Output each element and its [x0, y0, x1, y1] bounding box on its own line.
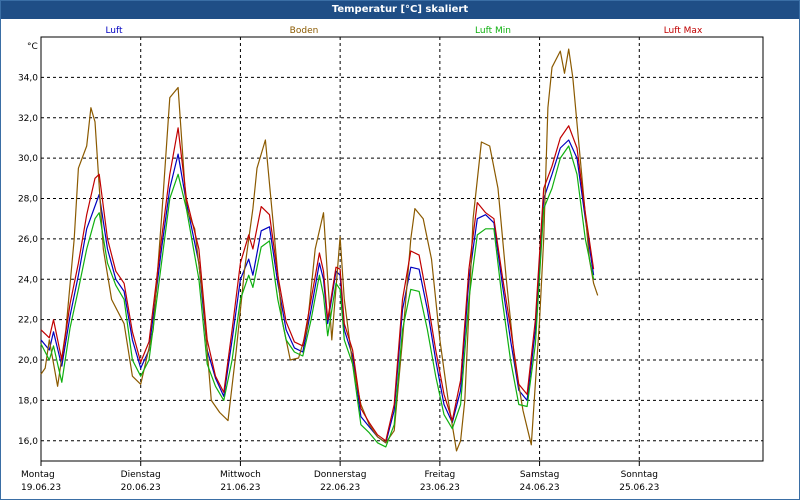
y-tick-label: 22,0: [18, 316, 38, 326]
x-tick-date: 22.06.23: [320, 483, 360, 493]
plot-area: [40, 36, 764, 462]
y-tick-label: 32,0: [18, 114, 38, 124]
x-tick-day: Sonntag: [621, 470, 658, 480]
y-axis-unit: °C: [27, 42, 38, 52]
legend: Luft Boden Luft Min Luft Max: [105, 26, 703, 36]
x-tick-day: Dienstag: [121, 470, 161, 480]
x-tick-day: Freitag: [424, 470, 455, 480]
chart-title: Temperatur [°C] skaliert: [1, 1, 799, 19]
y-tick-label: 18,0: [18, 396, 38, 406]
x-tick-date: 25.06.23: [619, 483, 659, 493]
y-tick-label: 26,0: [18, 235, 38, 245]
series-line-luft-min: [40, 145, 595, 448]
legend-entry-luft-max: Luft Max: [664, 26, 703, 36]
x-tick-day: Montag: [21, 470, 55, 480]
y-tick-label: 34,0: [18, 73, 38, 83]
series-lines: [40, 48, 599, 452]
y-tick-label: 24,0: [18, 275, 38, 285]
x-tick-day: Samstag: [520, 470, 559, 480]
axes: 16,0 18,0 20,0 22,0 24,0 26,0 28,0 30,0 32,0 34,0…: [18, 42, 659, 493]
x-tick-date: 21.06.23: [220, 483, 260, 493]
y-tick-label: 30,0: [18, 154, 38, 164]
series-line-luft: [40, 139, 595, 444]
y-tick-label: 28,0: [18, 195, 38, 205]
temperature-chart: Luft Boden Luft Min Luft Max 16,0 18,0 20,0 22…: [18, 26, 764, 493]
series-line-luft-max: [40, 125, 595, 442]
x-tick-date: 23.06.23: [420, 483, 460, 493]
y-tick-label: 20,0: [18, 356, 38, 366]
x-tick-day: Mittwoch: [220, 470, 261, 480]
legend-entry-luft: Luft: [105, 26, 123, 36]
legend-entry-boden: Boden: [290, 26, 319, 36]
grid: [40, 36, 764, 462]
x-tick-date: 19.06.23: [21, 483, 61, 493]
series-line-boden: [40, 48, 599, 452]
x-tick-date: 20.06.23: [121, 483, 161, 493]
y-tick-label: 16,0: [18, 437, 38, 447]
x-tick-date: 24.06.23: [520, 483, 560, 493]
legend-entry-luft-min: Luft Min: [475, 26, 511, 36]
x-tick-day: Donnerstag: [314, 470, 367, 480]
